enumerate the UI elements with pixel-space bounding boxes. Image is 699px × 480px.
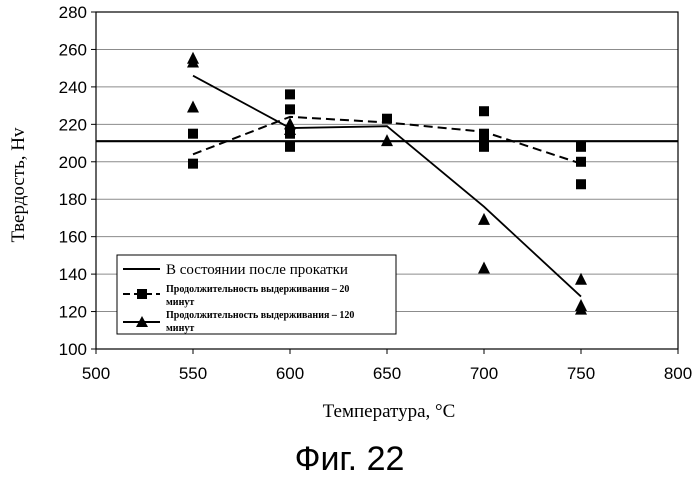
marker-20min-square bbox=[576, 179, 586, 190]
marker-20min-square bbox=[285, 141, 295, 152]
markers-layer bbox=[187, 51, 587, 315]
x-tick-label: 500 bbox=[82, 364, 110, 383]
marker-20min-square bbox=[188, 158, 198, 169]
x-tick-label: 700 bbox=[470, 364, 498, 383]
marker-20min-square bbox=[479, 128, 489, 139]
figure-caption: Фиг. 22 bbox=[294, 440, 405, 478]
y-tick-label: 120 bbox=[59, 303, 87, 322]
marker-120min-triangle bbox=[575, 298, 587, 311]
legend-label-as-rolled: В состоянии после прокатки bbox=[166, 262, 348, 278]
marker-120min-triangle bbox=[284, 117, 296, 130]
marker-20min-square bbox=[285, 89, 295, 100]
marker-120min-triangle bbox=[187, 51, 199, 64]
legend-box bbox=[116, 254, 397, 335]
y-tick-label: 140 bbox=[59, 265, 87, 284]
x-axis-title: Температура, °C bbox=[323, 401, 456, 422]
legend-label-120min-line2: минут bbox=[166, 323, 194, 334]
marker-20min-square bbox=[479, 106, 489, 117]
marker-20min-square bbox=[188, 128, 198, 139]
y-tick-label: 220 bbox=[59, 115, 87, 134]
y-tick-label: 180 bbox=[59, 190, 87, 209]
y-tick-label: 240 bbox=[59, 78, 87, 97]
marker-20min-square bbox=[479, 138, 489, 149]
x-tick-label: 750 bbox=[567, 364, 595, 383]
marker-20min-square bbox=[382, 113, 392, 124]
y-tick-label: 100 bbox=[59, 340, 87, 359]
marker-120min-triangle bbox=[187, 100, 199, 113]
legend-label-20min-line2: минут bbox=[166, 297, 194, 308]
x-tick-label: 800 bbox=[664, 364, 692, 383]
y-tick-label: 260 bbox=[59, 40, 87, 59]
legend-swatch-120min-triangle bbox=[136, 316, 148, 327]
marker-120min-triangle bbox=[575, 272, 587, 285]
x-tick-label: 650 bbox=[373, 364, 401, 383]
legend-swatch-20min-square bbox=[137, 289, 147, 299]
y-axis-title: Твердость, Hv bbox=[8, 127, 29, 242]
x-tick-label: 550 bbox=[179, 364, 207, 383]
legend-label-20min-line1: Продолжительность выдерживания – 20 bbox=[166, 284, 349, 295]
marker-20min-square bbox=[285, 104, 295, 115]
marker-20min-square bbox=[576, 141, 586, 152]
marker-120min-triangle bbox=[381, 134, 393, 147]
hardness-chart: 100 120 140 160 180 200 220 240 260 280 500 550 600… bbox=[8, 3, 692, 422]
x-tick-label: 600 bbox=[276, 364, 304, 383]
y-tick-label: 200 bbox=[59, 153, 87, 172]
y-tick-label: 160 bbox=[59, 228, 87, 247]
marker-120min-triangle bbox=[478, 212, 490, 225]
x-axis-ticks: 500 550 600 650 700 750 800 bbox=[82, 349, 692, 383]
marker-20min-square bbox=[576, 156, 586, 167]
y-axis-ticks: 100 120 140 160 180 200 220 240 260 280 bbox=[59, 3, 96, 359]
legend-label-120min-line1: Продолжительность выдерживания – 120 bbox=[166, 310, 354, 321]
y-tick-label: 280 bbox=[59, 3, 87, 22]
legend: В состоянии после прокатки Продолжительн… bbox=[116, 254, 397, 335]
series-120min-line bbox=[192, 74, 582, 298]
marker-120min-triangle bbox=[478, 261, 490, 274]
